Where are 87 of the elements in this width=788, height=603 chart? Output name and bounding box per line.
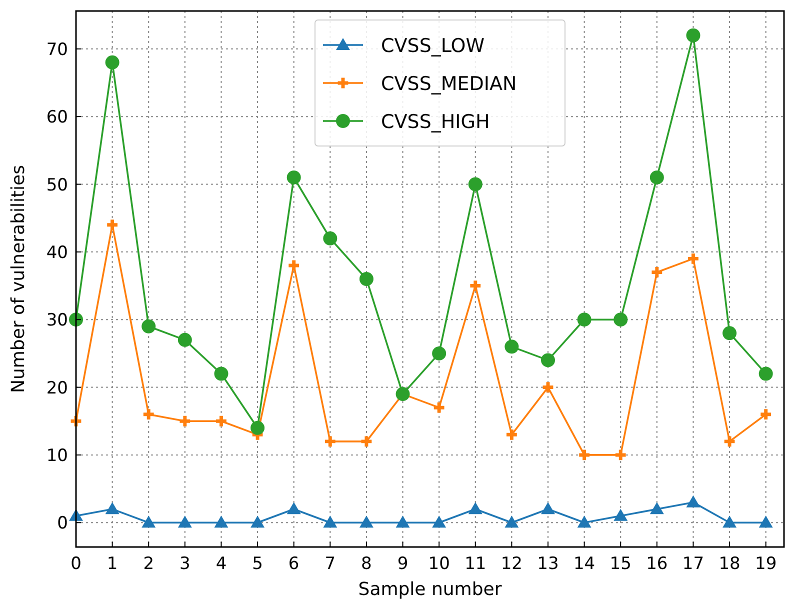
point xyxy=(468,502,482,514)
y-tick-label: 20 xyxy=(46,378,68,398)
x-tick-label: 7 xyxy=(324,554,336,574)
x-tick-label: 12 xyxy=(500,554,523,574)
point xyxy=(504,340,519,354)
point xyxy=(214,516,228,528)
point xyxy=(250,420,265,435)
x-tick-label: 14 xyxy=(573,554,596,574)
point xyxy=(180,416,190,426)
point xyxy=(722,516,737,528)
point xyxy=(724,436,735,447)
x-tick-label: 18 xyxy=(718,554,740,574)
point xyxy=(359,516,374,528)
y-tick-label: 70 xyxy=(46,40,68,60)
point xyxy=(542,382,554,392)
point xyxy=(614,312,628,327)
point xyxy=(579,450,590,460)
legend-label: CVSS_MEDIAN xyxy=(381,73,517,95)
y-tick-label: 50 xyxy=(46,175,68,196)
point xyxy=(722,326,737,340)
point xyxy=(688,254,698,264)
point xyxy=(577,312,592,327)
point xyxy=(760,409,772,420)
x-tick-label: 13 xyxy=(537,554,559,574)
point xyxy=(470,280,481,291)
point xyxy=(324,436,336,447)
point xyxy=(434,402,444,413)
point xyxy=(216,416,226,426)
y-tick-label: 10 xyxy=(46,446,68,466)
point xyxy=(214,366,228,381)
point xyxy=(178,516,192,528)
point xyxy=(286,502,301,514)
point xyxy=(359,272,374,286)
point xyxy=(142,319,156,334)
point xyxy=(650,502,664,514)
point xyxy=(286,170,301,184)
point xyxy=(107,220,118,230)
point xyxy=(323,231,338,246)
point xyxy=(614,508,628,521)
point xyxy=(652,267,662,278)
y-tick-label: 40 xyxy=(46,242,68,263)
point xyxy=(432,516,446,528)
point xyxy=(541,353,555,368)
x-tick-label: 19 xyxy=(755,554,777,574)
point xyxy=(650,170,664,184)
y-axis-title: Number of vulnerabilities xyxy=(8,164,29,394)
x-tick-label: 9 xyxy=(397,554,408,574)
x-tick-label: 4 xyxy=(216,554,227,574)
point xyxy=(541,502,555,514)
point xyxy=(686,28,700,42)
x-tick-label: 6 xyxy=(288,554,300,574)
y-tick-label: 30 xyxy=(46,310,68,331)
x-tick-label: 15 xyxy=(610,554,632,574)
point xyxy=(288,260,300,271)
point xyxy=(577,516,592,528)
point xyxy=(143,409,154,420)
point xyxy=(250,516,265,528)
x-tick-label: 1 xyxy=(106,554,118,574)
x-tick-label: 10 xyxy=(428,554,450,574)
y-tick-label: 60 xyxy=(46,108,68,128)
point xyxy=(758,366,773,381)
x-tick-label: 16 xyxy=(646,554,668,574)
point xyxy=(506,429,517,440)
point xyxy=(504,516,519,528)
legend-label: CVSS_LOW xyxy=(381,35,485,57)
legend-label: CVSS_HIGH xyxy=(381,111,490,133)
point xyxy=(105,55,120,70)
point xyxy=(615,450,626,460)
point xyxy=(361,436,372,447)
point xyxy=(432,346,446,360)
point xyxy=(178,332,192,347)
point xyxy=(105,502,120,514)
point xyxy=(758,516,773,528)
x-tick-label: 8 xyxy=(361,554,372,574)
point xyxy=(468,177,482,192)
x-tick-label: 0 xyxy=(70,554,82,574)
point xyxy=(142,516,156,528)
x-tick-label: 11 xyxy=(464,554,486,574)
y-tick-label: 0 xyxy=(57,514,68,534)
x-tick-label: 17 xyxy=(682,554,704,574)
point xyxy=(396,516,410,528)
point xyxy=(323,516,338,528)
x-tick-label: 2 xyxy=(143,554,154,574)
x-tick-label: 5 xyxy=(252,554,263,574)
x-tick-label: 3 xyxy=(180,554,190,574)
x-axis-title: Sample number xyxy=(358,579,502,600)
point xyxy=(686,495,700,508)
